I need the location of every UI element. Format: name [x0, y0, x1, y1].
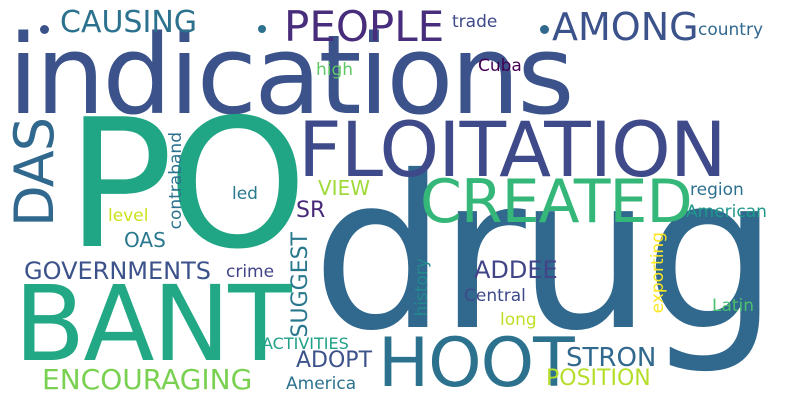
word-latin: Latin — [712, 296, 755, 316]
word-led: led — [232, 184, 258, 204]
word-cuba: Cuba — [478, 56, 522, 76]
word-central: Central — [464, 286, 526, 306]
word-view: VIEW — [318, 176, 370, 200]
word-activities: ACTIVITIES — [262, 334, 349, 353]
word-das: DAS — [3, 118, 66, 227]
word-created: CREATED — [420, 167, 693, 237]
word-crime: crime — [226, 262, 275, 282]
word-po: PO — [66, 81, 307, 288]
word-governments: GOVERNMENTS — [24, 257, 211, 285]
word-bant: BANT — [14, 263, 292, 385]
word-hoot: HOOT — [378, 324, 575, 403]
word-level: level — [108, 206, 149, 226]
word-region: region — [690, 180, 744, 200]
word-people: PEOPLE — [284, 2, 445, 51]
word-history: history — [412, 258, 432, 317]
dot-mark-left — [40, 25, 49, 34]
word-high: high — [316, 60, 354, 80]
word-causing: CAUSING — [60, 5, 198, 40]
word-american: American — [686, 202, 767, 222]
word-america: America — [286, 374, 357, 394]
word-trade: trade — [452, 12, 498, 32]
word-suggest: SUGGEST — [288, 232, 313, 338]
word-oas: OAS — [124, 228, 166, 252]
word-country: country — [698, 20, 764, 40]
word-contraband: contraband — [166, 132, 186, 230]
dot-mark-middle — [258, 25, 266, 33]
word-among: AMONG — [552, 5, 699, 49]
word-exporting: exporting — [648, 232, 668, 314]
word-adopt: ADOPT — [296, 348, 373, 373]
word-indications: indications — [8, 11, 575, 139]
word-long: long — [500, 310, 537, 330]
word-stron: STRON — [566, 343, 657, 373]
word-floitation: FLOITATION — [298, 105, 727, 194]
word-encouraging: ENCOURAGING — [42, 363, 253, 396]
word-position: POSITION — [546, 366, 651, 391]
word-sr: SR — [296, 198, 326, 223]
word-drug: drug — [312, 130, 779, 377]
dot-mark-right — [540, 25, 549, 34]
word-addee: ADDEE — [474, 256, 558, 284]
